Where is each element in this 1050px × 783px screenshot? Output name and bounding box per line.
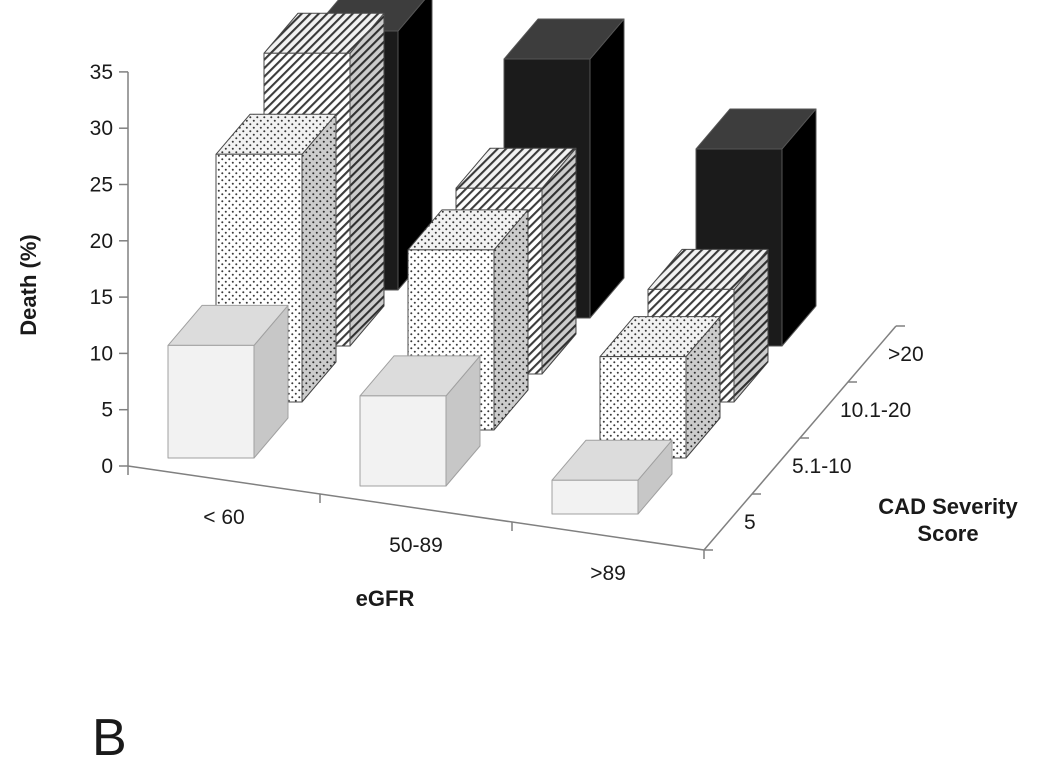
x-axis-title: eGFR xyxy=(356,586,415,611)
y-tick-label: 0 xyxy=(101,455,113,478)
y-axis-title: Death (%) xyxy=(16,234,41,335)
bar-5.1-10-89 xyxy=(599,316,721,459)
x-axis xyxy=(127,465,705,551)
bar-5-60 xyxy=(167,304,289,459)
y-tick-label: 35 xyxy=(90,61,113,84)
x-category-label-50-89: 50-89 xyxy=(389,534,443,557)
bar-5-89 xyxy=(551,439,673,515)
z-row-label-10.1-20: 10.1-20 xyxy=(840,399,911,422)
y-tick-label: 5 xyxy=(101,399,113,422)
bar-5-50-89 xyxy=(359,355,481,487)
z-axis-title: CAD Severity Score xyxy=(878,494,1018,546)
y-tick-label: 20 xyxy=(90,230,113,253)
z-row-label-20: >20 xyxy=(888,343,924,366)
z-row-label-5.1-10: 5.1-10 xyxy=(792,455,852,478)
y-tick-label: 10 xyxy=(90,342,113,365)
y-tick-label: 15 xyxy=(90,286,113,309)
y-tick-label: 30 xyxy=(90,117,113,140)
y-tick-label: 25 xyxy=(90,174,113,197)
z-row-label-5: 5 xyxy=(744,511,756,534)
x-category-label-89: >89 xyxy=(590,562,626,585)
figure-panel-label: B xyxy=(92,709,127,767)
x-category-label-60: < 60 xyxy=(203,506,244,529)
